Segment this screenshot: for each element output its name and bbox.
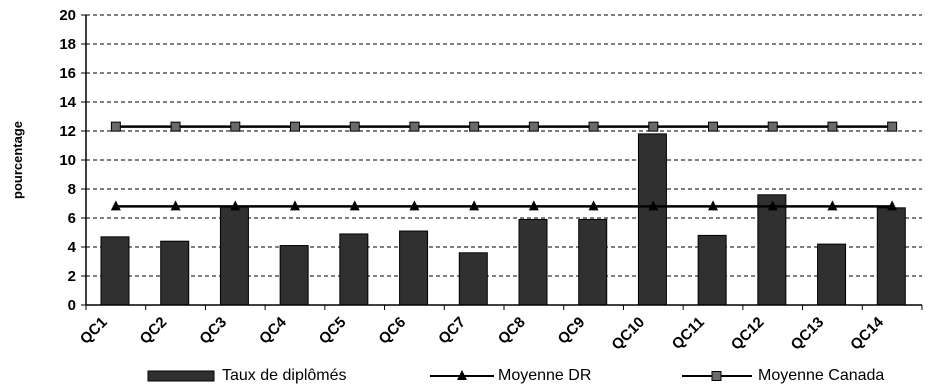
bar [637, 133, 667, 306]
line-series [110, 121, 898, 211]
point-marker [170, 121, 181, 132]
x-tick-label: QC7 [435, 314, 469, 348]
point-marker [409, 200, 420, 211]
legend-marker-triangle [457, 370, 467, 380]
bar [219, 205, 249, 306]
point-marker [110, 200, 121, 211]
x-tick-label: QC13 [788, 314, 828, 354]
y-tick-label: 16 [59, 65, 76, 82]
x-tick-label: QC3 [196, 314, 230, 348]
point-marker [767, 121, 778, 132]
x-tick-label: QC8 [495, 314, 529, 348]
bar [876, 207, 906, 306]
legend: Taux de diplômés Moyenne DR Moyenne Canada [147, 367, 884, 384]
bar [817, 243, 847, 306]
y-tick-label: 14 [59, 94, 76, 111]
x-tick-label: QC11 [669, 314, 708, 353]
point-marker [708, 121, 718, 132]
point-marker [887, 121, 898, 132]
point-marker [230, 200, 241, 211]
point-marker [827, 121, 838, 132]
bar [279, 245, 309, 306]
bar [518, 218, 548, 306]
point-marker [528, 200, 539, 211]
point-marker [588, 200, 599, 211]
point-marker [469, 200, 480, 211]
bar [578, 218, 608, 306]
point-marker [887, 200, 898, 211]
point-marker [230, 121, 241, 132]
x-tick-label: QC10 [608, 314, 648, 354]
point-marker [648, 121, 659, 132]
point-marker [110, 121, 121, 132]
point-marker [708, 200, 718, 211]
x-tick-label: QC2 [137, 314, 171, 348]
legend-swatch-bar [147, 370, 215, 382]
point-marker [409, 121, 420, 132]
y-tick-label: 10 [59, 152, 76, 169]
y-tick-label: 18 [59, 36, 76, 53]
bar [757, 194, 787, 306]
gridlines [81, 14, 922, 306]
x-tick-labels: QC1 QC2 QC3 QC4 QC5 QC6 QC7 QC8 QC9 QC10 QC11 QC12 Q… [77, 313, 888, 353]
y-tick-label: 4 [68, 239, 77, 256]
bar [160, 240, 190, 306]
point-marker [170, 200, 181, 211]
point-marker [469, 121, 480, 132]
y-tick-label: 12 [59, 123, 76, 140]
x-tick-label: QC14 [847, 313, 887, 353]
x-tick-label: QC5 [316, 314, 350, 348]
point-marker [290, 121, 300, 132]
y-tick-label: 2 [68, 268, 76, 285]
point-marker [648, 200, 659, 211]
x-tick-label: QC9 [555, 314, 589, 348]
legend-marker-square [711, 371, 722, 381]
x-tick-label: QC12 [728, 314, 768, 354]
bar [458, 252, 488, 306]
point-marker [827, 200, 838, 211]
x-tick-label: QC1 [77, 314, 111, 348]
x-tick-label: QC6 [375, 314, 409, 348]
point-marker [349, 121, 360, 132]
y-tick-label: 6 [68, 210, 76, 227]
legend-label: Taux de diplômés [222, 367, 347, 384]
y-tick-labels: 0 2 4 6 8 10 12 14 16 18 20 [59, 7, 76, 314]
point-marker [349, 200, 360, 211]
point-marker [588, 121, 599, 132]
y-axis-label: pourcentage [10, 121, 25, 199]
x-tick-label: QC4 [256, 313, 290, 347]
bar [339, 233, 369, 306]
y-tick-label: 8 [68, 181, 76, 198]
y-tick-label: 0 [68, 297, 76, 314]
legend-label: Moyenne DR [498, 367, 591, 384]
point-marker [767, 200, 778, 211]
legend-label: Moyenne Canada [758, 367, 884, 384]
bar [399, 230, 429, 306]
point-marker [528, 121, 539, 132]
point-marker [290, 200, 300, 211]
y-tick-label: 20 [59, 7, 76, 24]
bar [100, 236, 130, 306]
axes [85, 15, 923, 310]
bar [697, 234, 727, 306]
